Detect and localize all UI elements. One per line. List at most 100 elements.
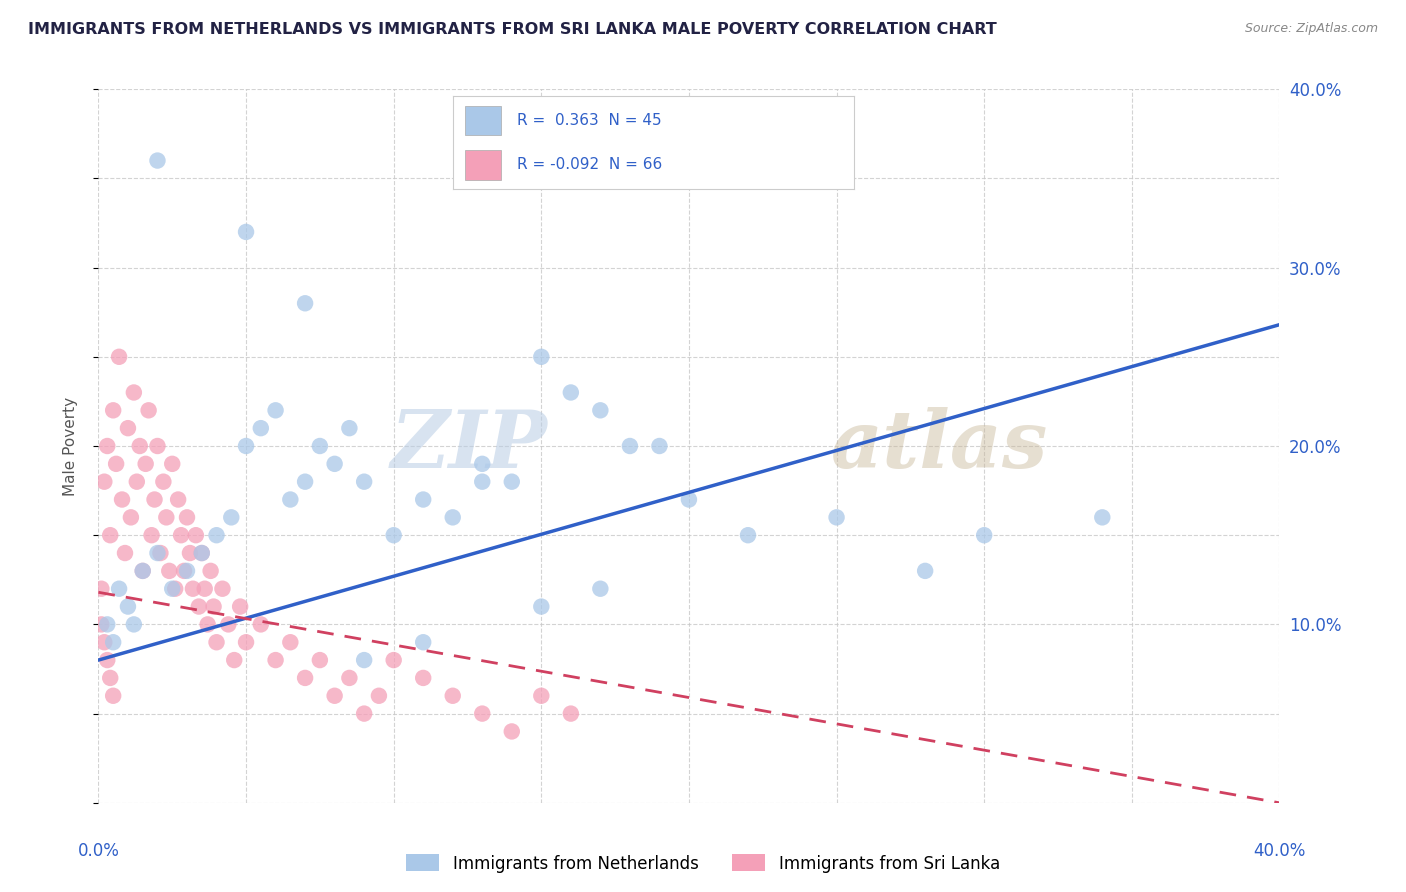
Text: 0.0%: 0.0% (77, 842, 120, 860)
Point (530, 350, 553, 364)
Point (560, 385, 582, 400)
Point (108, 350, 131, 364)
Text: ZIP: ZIP (391, 408, 547, 484)
Point (825, 510, 848, 524)
Point (250, 421, 273, 435)
Point (1091, 510, 1114, 524)
Point (141, 528, 163, 542)
Point (353, 653, 375, 667)
Point (619, 439, 641, 453)
Point (157, 564, 180, 578)
Point (103, 689, 125, 703)
Point (96, 439, 118, 453)
Point (93, 635, 115, 649)
Point (501, 724, 523, 739)
Point (167, 492, 190, 507)
Point (382, 653, 405, 667)
Text: 40.0%: 40.0% (1253, 842, 1306, 860)
Point (90, 617, 112, 632)
Point (202, 599, 225, 614)
Point (146, 546, 169, 560)
Point (117, 421, 139, 435)
Point (111, 492, 134, 507)
Point (278, 492, 302, 507)
Point (217, 617, 239, 632)
Point (205, 635, 228, 649)
Y-axis label: Male Poverty: Male Poverty (63, 396, 77, 496)
Point (235, 635, 257, 649)
Point (194, 582, 217, 596)
Point (353, 475, 375, 489)
Point (135, 457, 157, 471)
Point (737, 528, 759, 542)
Point (96, 653, 118, 667)
Point (114, 546, 136, 560)
Point (294, 671, 316, 685)
Point (108, 582, 131, 596)
Point (229, 599, 252, 614)
Point (165, 582, 187, 596)
Point (146, 153, 169, 168)
Point (117, 599, 139, 614)
Point (98, 671, 121, 685)
Point (155, 510, 177, 524)
Point (471, 706, 494, 721)
Point (412, 492, 434, 507)
Point (219, 510, 242, 524)
Point (353, 706, 375, 721)
Point (187, 599, 209, 614)
Point (264, 653, 287, 667)
Point (471, 475, 494, 489)
Point (103, 403, 125, 417)
Point (176, 510, 198, 524)
Point (143, 492, 166, 507)
Point (132, 564, 155, 578)
Text: Source: ZipAtlas.com: Source: ZipAtlas.com (1244, 22, 1378, 36)
Point (914, 564, 936, 578)
Point (98, 528, 121, 542)
Point (339, 671, 360, 685)
Point (530, 599, 553, 614)
Point (278, 635, 302, 649)
Point (170, 528, 193, 542)
Point (184, 528, 207, 542)
Point (122, 617, 145, 632)
Point (368, 689, 391, 703)
Point (973, 528, 995, 542)
Point (96, 617, 118, 632)
Point (323, 457, 346, 471)
Point (197, 617, 219, 632)
Point (224, 653, 246, 667)
Point (441, 510, 464, 524)
Point (589, 403, 612, 417)
Point (678, 492, 700, 507)
Point (471, 457, 494, 471)
Point (339, 421, 360, 435)
Point (191, 546, 214, 560)
Point (294, 296, 316, 310)
Point (122, 385, 145, 400)
Point (235, 439, 257, 453)
Point (90, 582, 112, 596)
Point (103, 635, 125, 649)
Text: atlas: atlas (831, 408, 1047, 484)
Point (382, 528, 405, 542)
Point (211, 582, 233, 596)
Point (264, 403, 287, 417)
Point (162, 457, 183, 471)
Point (560, 706, 582, 721)
Point (120, 510, 142, 524)
Point (191, 546, 214, 560)
Point (530, 689, 553, 703)
Point (152, 475, 174, 489)
Point (589, 582, 612, 596)
Point (173, 564, 195, 578)
Point (205, 528, 228, 542)
Point (250, 617, 273, 632)
Point (648, 439, 671, 453)
Point (309, 439, 332, 453)
Point (441, 689, 464, 703)
Text: IMMIGRANTS FROM NETHERLANDS VS IMMIGRANTS FROM SRI LANKA MALE POVERTY CORRELATIO: IMMIGRANTS FROM NETHERLANDS VS IMMIGRANT… (28, 22, 997, 37)
Point (412, 671, 434, 685)
Point (105, 457, 128, 471)
